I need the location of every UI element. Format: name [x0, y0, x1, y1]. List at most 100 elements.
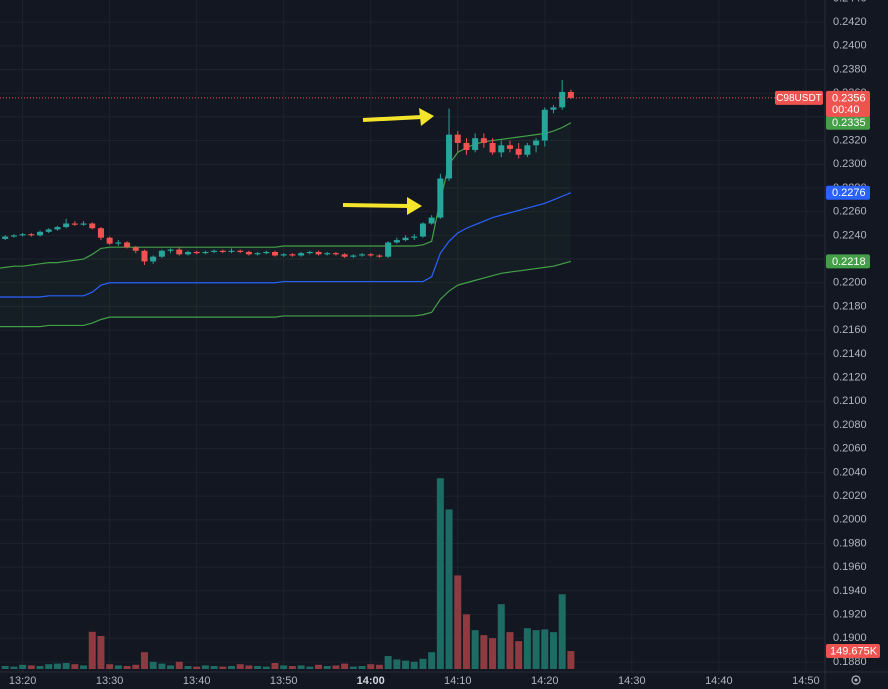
y-tick-label: 0.2160 — [833, 324, 867, 336]
volume-bar — [219, 666, 227, 669]
volume-bar — [184, 666, 192, 669]
candle-body — [550, 107, 557, 110]
candle-body — [97, 228, 104, 238]
volume-bar — [489, 638, 497, 669]
settings-icon[interactable] — [851, 675, 861, 685]
candle-body — [124, 242, 131, 248]
volume-bar — [88, 631, 96, 669]
candle-body — [437, 178, 444, 218]
volume-bar — [271, 663, 279, 669]
candle-body — [263, 251, 270, 254]
volume-bar — [149, 661, 157, 669]
candle-body — [524, 145, 531, 155]
volume-bar — [419, 658, 427, 669]
volume-label: 149.675K — [830, 645, 878, 657]
candle-body — [306, 251, 313, 254]
x-tick-label: 13:40 — [183, 675, 211, 687]
candle-body — [359, 254, 366, 256]
symbol-badge — [775, 90, 823, 105]
candle-body — [219, 250, 226, 252]
volume-bar — [36, 666, 44, 669]
y-tick-label: 0.2300 — [833, 158, 867, 170]
gear[interactable] — [851, 675, 861, 685]
y-tick-label: 0.2240 — [833, 229, 867, 241]
candle-body — [350, 255, 357, 257]
x-tick-label: 14:40 — [705, 675, 733, 687]
band-value-badge — [826, 254, 870, 269]
candle-body — [419, 223, 426, 237]
y-tick-label: 0.2040 — [833, 466, 867, 478]
x-tick-label: 14:00 — [357, 675, 385, 687]
volume-bar — [262, 666, 270, 669]
volume-bar — [462, 614, 470, 669]
countdown-label: 00:40 — [832, 104, 860, 116]
volume-bar — [523, 628, 531, 669]
y-tick-label: 0.2440 — [833, 0, 867, 4]
y-tick-label: 0.2120 — [833, 371, 867, 383]
volume-bar — [227, 666, 235, 669]
volume-bar — [280, 665, 288, 669]
candle-body — [54, 227, 61, 230]
volume-bar — [201, 665, 209, 669]
candle-body — [402, 237, 409, 241]
x-tick-label: 14:50 — [792, 675, 820, 687]
volume-bar — [27, 665, 35, 669]
volume-bar — [45, 664, 53, 669]
volume-bar — [549, 632, 557, 669]
volume-bar — [471, 630, 479, 669]
candle-body — [245, 251, 252, 255]
candle-body — [71, 223, 78, 225]
volume-bar — [323, 666, 331, 669]
y-tick-label: 0.1940 — [833, 585, 867, 597]
candle-body — [106, 237, 113, 244]
volume-bar — [193, 666, 201, 669]
candle-body — [324, 253, 331, 255]
band-value-badge — [826, 115, 870, 130]
candle-body — [254, 253, 261, 255]
candle-body — [506, 145, 513, 149]
volume-bar — [428, 652, 436, 669]
volume-bar — [236, 664, 244, 669]
candle-body — [141, 250, 148, 262]
y-tick-label: 0.2320 — [833, 134, 867, 146]
candle-body — [411, 236, 418, 238]
plot-area — [0, 80, 825, 669]
volume-bar — [254, 666, 262, 669]
volume-bar — [532, 630, 540, 669]
candle-body — [150, 256, 157, 262]
symbol-label: C98USDT — [776, 93, 822, 104]
candle-body — [272, 251, 278, 256]
band-value-label: 0.2276 — [832, 187, 866, 199]
candle-body — [515, 148, 522, 155]
x-tick-label: 14:20 — [531, 675, 559, 687]
band-value-badge — [826, 185, 870, 200]
y-tick-label: 0.2060 — [833, 443, 867, 455]
x-tick-label: 13:30 — [96, 675, 124, 687]
y-tick-label: 0.2000 — [833, 514, 867, 526]
band-line — [0, 260, 572, 328]
y-tick-label: 0.1920 — [833, 608, 867, 620]
volume-bar — [410, 661, 418, 669]
annotations — [342, 108, 434, 215]
volume-bar — [567, 651, 575, 669]
volume-bar — [454, 575, 462, 669]
arrow-head — [419, 108, 434, 126]
volume-bar — [245, 665, 253, 669]
candle-body — [567, 91, 574, 98]
y-tick-label: 0.1900 — [833, 632, 867, 644]
y-tick-label: 0.2080 — [833, 419, 867, 431]
candle-body — [472, 138, 479, 151]
candle-body — [193, 251, 200, 254]
x-tick-label: 13:50 — [270, 675, 298, 687]
volume-bar — [288, 666, 296, 669]
volume-bar — [106, 664, 114, 669]
volume-bar — [445, 509, 453, 669]
candle-body — [228, 250, 235, 252]
volume-bar — [558, 594, 566, 669]
volume-bar — [393, 659, 401, 669]
gear-center[interactable] — [854, 678, 858, 682]
y-tick-label: 0.2020 — [833, 490, 867, 502]
candle-body — [446, 134, 453, 179]
